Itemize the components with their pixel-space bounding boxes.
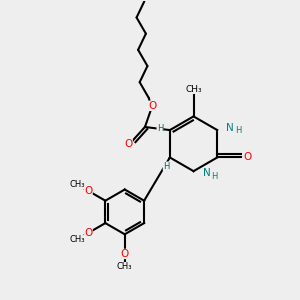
Text: O: O [121, 249, 129, 259]
Text: O: O [84, 228, 92, 238]
Text: CH₃: CH₃ [117, 262, 133, 272]
Text: H: H [235, 126, 241, 135]
Text: O: O [148, 101, 156, 111]
Text: H: H [163, 162, 169, 171]
Text: CH₃: CH₃ [69, 180, 85, 189]
Text: N: N [203, 168, 211, 178]
Text: CH₃: CH₃ [185, 85, 202, 94]
Text: CH₃: CH₃ [69, 235, 85, 244]
Text: H: H [157, 124, 163, 133]
Text: N: N [226, 123, 234, 133]
Text: O: O [124, 139, 133, 149]
Text: O: O [84, 186, 92, 196]
Text: H: H [212, 172, 218, 181]
Text: O: O [243, 152, 252, 162]
